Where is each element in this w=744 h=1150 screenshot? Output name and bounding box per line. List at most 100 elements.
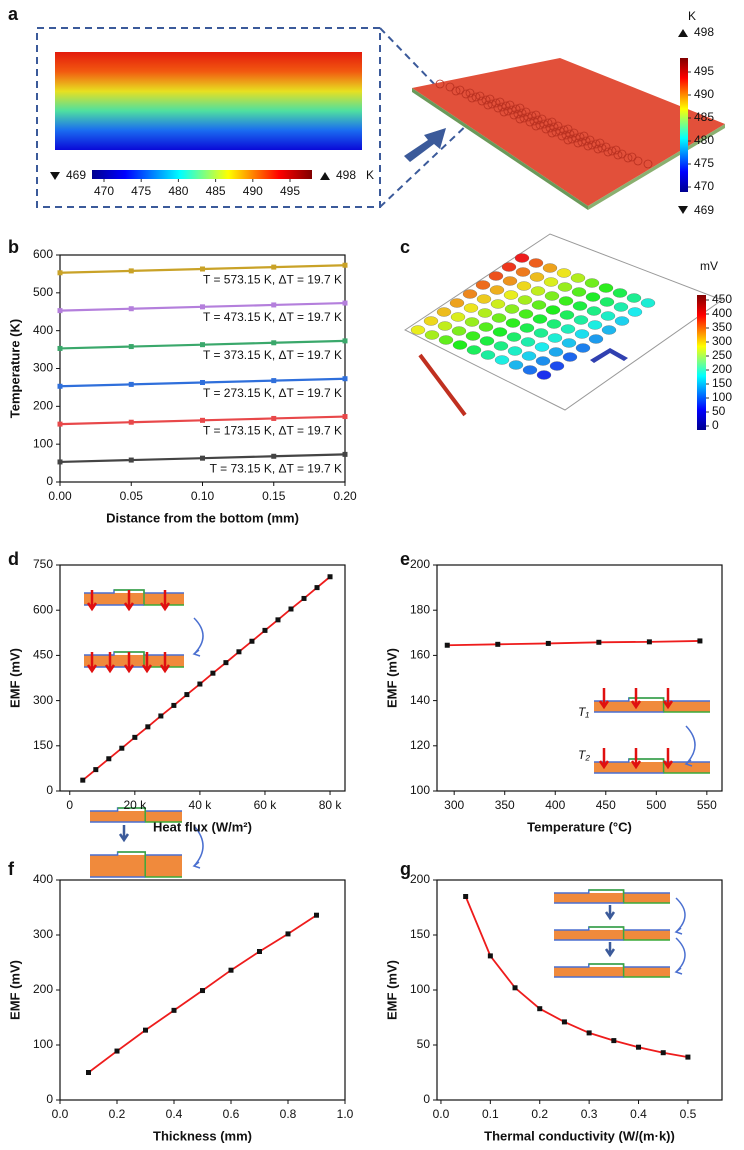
y-tick-label: 0 [46, 474, 53, 488]
x-tick-label: 0.00 [48, 489, 72, 503]
y-tick-label: 300 [33, 693, 53, 707]
y-tick-label: 0 [46, 783, 53, 797]
marker [57, 421, 63, 427]
y-tick-label: 0 [46, 1092, 53, 1106]
y-axis-title: EMF (mV) [384, 648, 399, 708]
pattern-dot [488, 271, 504, 281]
y-tick-label: 300 [33, 927, 53, 941]
pattern-dot [452, 340, 468, 350]
pattern-dot [613, 302, 629, 312]
pattern-dot [559, 125, 569, 135]
pattern-dot [546, 319, 562, 329]
x-tick-label: 40 k [189, 798, 213, 812]
pattern-dot [597, 143, 607, 153]
y-tick-label: 200 [410, 872, 430, 886]
pattern-dot [583, 141, 593, 151]
pattern-dot [461, 89, 471, 99]
pattern-dot [479, 336, 495, 346]
pattern-dot [611, 145, 621, 155]
pattern-dot [579, 131, 589, 141]
arrow [662, 748, 674, 770]
x-axis-title: Temperature (°C) [527, 819, 632, 834]
pattern-dot [485, 94, 495, 104]
strip [554, 967, 670, 977]
y-tick-label: 120 [410, 738, 430, 752]
pattern-dot [515, 103, 525, 113]
x-tick-label: 0.10 [191, 489, 215, 503]
y-tick-label: 150 [410, 927, 430, 941]
pattern-dot [445, 82, 455, 92]
pattern-dot [555, 126, 565, 136]
pattern-dot [423, 316, 439, 326]
pattern-dot [531, 300, 547, 310]
arrow [674, 897, 686, 935]
marker [200, 342, 205, 348]
x-tick-label: 0.0 [52, 1107, 69, 1121]
arrow [141, 652, 153, 674]
colorbar-unit: K [688, 9, 696, 23]
pattern-dot [591, 139, 601, 149]
pattern-dot [449, 298, 465, 308]
pattern-dot [495, 97, 505, 107]
pattern-dot [633, 156, 643, 166]
marker [128, 306, 134, 312]
pattern-dot [509, 110, 519, 120]
marker [128, 457, 134, 463]
panel-label: f [8, 859, 15, 879]
marker [143, 1027, 148, 1033]
pattern-dot [547, 117, 557, 127]
pattern-dot [547, 128, 557, 138]
marker [342, 451, 348, 457]
marker [128, 268, 134, 274]
marker [80, 777, 86, 783]
pattern-dot [491, 313, 507, 323]
arrow [123, 652, 135, 674]
marker [257, 949, 262, 954]
x-tick-label: 0.05 [120, 489, 144, 503]
pattern-dot [535, 356, 551, 366]
colorbar-tick-label: 475 [131, 184, 151, 198]
pattern-dot [534, 342, 550, 352]
pattern-dot [571, 133, 581, 143]
pattern-dot [521, 107, 531, 117]
arrow [598, 748, 610, 770]
marker [342, 262, 348, 268]
x-axis-title: Thermal conductivity (W/(m·k)) [484, 1128, 675, 1143]
pattern-dot [517, 108, 527, 118]
colorbar-tick-label: 50 [712, 404, 726, 418]
arrow [192, 617, 204, 657]
marker [57, 270, 63, 276]
pattern-dot [471, 92, 481, 102]
marker [145, 724, 151, 730]
pattern-dot [513, 109, 523, 119]
panel-label: a [8, 4, 19, 24]
x-tick-label: 300 [444, 798, 464, 812]
annotation: T = 73.15 K, ΔT = 19.7 K [210, 461, 342, 475]
colorbar-tick-label: 300 [712, 334, 732, 348]
y-tick-label: 750 [33, 557, 53, 571]
pattern-dot [565, 129, 575, 139]
strip [554, 930, 670, 940]
pattern-dot [533, 328, 549, 338]
pattern-dot [574, 329, 590, 339]
marker [271, 378, 277, 384]
colorbar-tick-label: 100 [712, 390, 732, 404]
pattern-dot [516, 281, 532, 291]
marker [327, 574, 333, 580]
strip [554, 893, 670, 903]
pattern-dot [612, 288, 628, 298]
pattern-dot [455, 85, 465, 95]
y-tick-label: 100 [33, 1037, 53, 1051]
pattern-dot [643, 159, 653, 169]
colorbar-min-label: 469 [694, 203, 714, 217]
panel-label: b [8, 237, 19, 257]
strip [90, 811, 182, 822]
pattern-dot [465, 88, 475, 98]
x-tick-label: 0.4 [630, 1107, 647, 1121]
pattern-dot [539, 119, 549, 129]
arrow [86, 652, 98, 674]
strip-edge [628, 697, 710, 713]
marker [537, 1006, 543, 1012]
colorbar-tick-label: 480 [694, 133, 714, 147]
marker [342, 414, 348, 420]
